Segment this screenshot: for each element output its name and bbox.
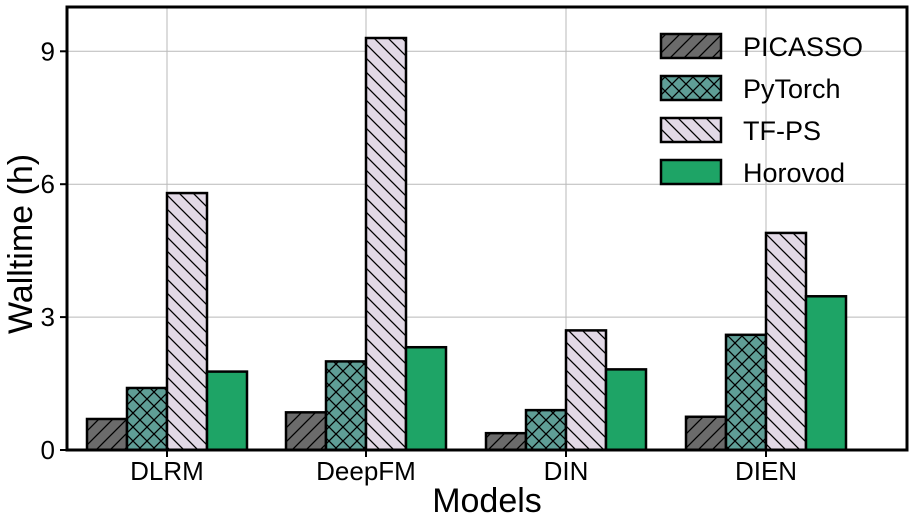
bar-tf-ps-dlrm — [165, 191, 209, 452]
y-tick-label: 9 — [41, 36, 55, 66]
x-tick-label: DLRM — [130, 456, 204, 486]
y-axis-ticks: 0 3 6 9 — [41, 36, 67, 465]
x-tick-label: DIN — [544, 456, 589, 486]
legend-item-horovod: Horovod — [659, 158, 845, 188]
bar-pytorch-dlrm — [125, 386, 169, 452]
bar-pytorch-deepfm — [324, 360, 368, 452]
bars — [85, 36, 848, 452]
x-axis-title: Models — [432, 482, 542, 520]
bar-picasso-din — [484, 431, 528, 452]
y-tick-label: 0 — [41, 435, 55, 465]
bar-picasso-deepfm — [284, 411, 328, 452]
y-tick-label: 6 — [41, 169, 55, 199]
bar-pytorch-dien — [724, 333, 768, 452]
legend-label: PyTorch — [743, 74, 841, 104]
bar-picasso-dlrm — [85, 417, 129, 452]
bar-horovod-dien — [804, 295, 848, 452]
legend-swatch — [659, 158, 723, 186]
legend-swatch — [659, 116, 723, 144]
legend-item-picasso: PICASSO — [659, 32, 863, 62]
bar-picasso-dien — [684, 415, 728, 452]
legend-item-pytorch: PyTorch — [659, 74, 841, 104]
legend-swatch — [659, 32, 723, 60]
plot-frame — [65, 5, 909, 452]
x-tick-label: DIEN — [735, 456, 797, 486]
legend-label: TF-PS — [743, 116, 821, 146]
legend-label: PICASSO — [743, 32, 863, 62]
bar-horovod-dlrm — [205, 370, 249, 452]
bar-tf-ps-dien — [764, 231, 808, 452]
x-axis-ticks: DLRM DeepFM DIN DIEN — [130, 450, 797, 486]
legend-swatch — [659, 74, 723, 102]
bar-tf-ps-deepfm — [364, 36, 408, 452]
bar-horovod-din — [604, 368, 648, 452]
legend: PICASSO PyTorch TF-PS Horovod — [659, 32, 863, 188]
legend-item-tf-ps: TF-PS — [659, 116, 821, 146]
bar-pytorch-din — [524, 408, 568, 452]
bar-horovod-deepfm — [404, 345, 448, 452]
y-axis-title: Walltime (h) — [2, 154, 40, 334]
y-tick-label: 3 — [41, 302, 55, 332]
legend-label: Horovod — [743, 158, 845, 188]
x-tick-label: DeepFM — [316, 456, 416, 486]
bar-tf-ps-din — [564, 329, 608, 452]
